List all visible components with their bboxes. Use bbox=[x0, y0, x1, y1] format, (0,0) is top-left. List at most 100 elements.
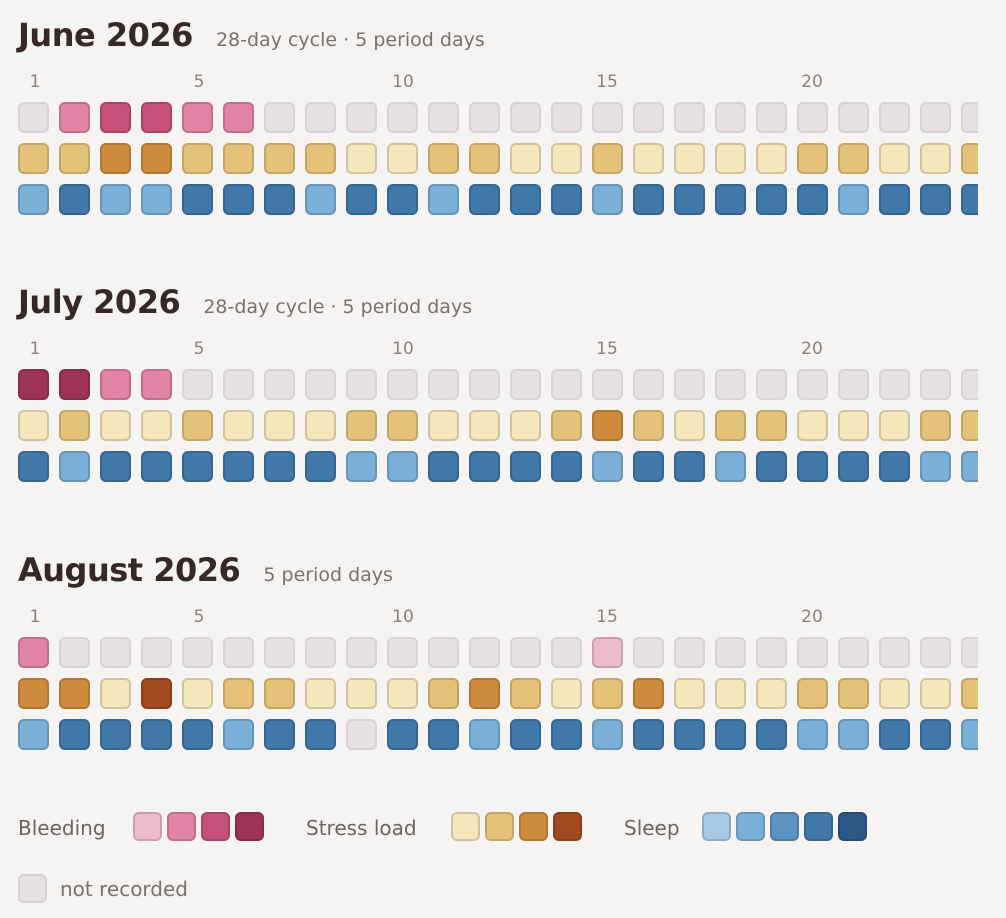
day-cell[interactable] bbox=[346, 719, 377, 750]
day-cell[interactable] bbox=[961, 637, 978, 668]
day-cell[interactable] bbox=[715, 678, 746, 709]
day-cell[interactable] bbox=[305, 451, 336, 482]
day-cell[interactable] bbox=[633, 369, 664, 400]
day-cell[interactable] bbox=[510, 451, 541, 482]
day-cell[interactable] bbox=[18, 184, 49, 215]
day-cell[interactable] bbox=[920, 719, 951, 750]
day-cell[interactable] bbox=[879, 184, 910, 215]
day-cell[interactable] bbox=[59, 719, 90, 750]
day-cell[interactable] bbox=[223, 719, 254, 750]
day-cell[interactable] bbox=[264, 637, 295, 668]
day-cell[interactable] bbox=[141, 451, 172, 482]
day-cell[interactable] bbox=[797, 184, 828, 215]
day-cell[interactable] bbox=[469, 637, 500, 668]
day-cell[interactable] bbox=[510, 410, 541, 441]
day-cell[interactable] bbox=[838, 102, 869, 133]
day-cell[interactable] bbox=[182, 184, 213, 215]
day-cell[interactable] bbox=[223, 451, 254, 482]
day-cell[interactable] bbox=[551, 637, 582, 668]
day-cell[interactable] bbox=[633, 102, 664, 133]
day-cell[interactable] bbox=[592, 143, 623, 174]
day-cell[interactable] bbox=[346, 143, 377, 174]
day-cell[interactable] bbox=[223, 410, 254, 441]
day-cell[interactable] bbox=[797, 719, 828, 750]
day-cell[interactable] bbox=[141, 678, 172, 709]
day-cell[interactable] bbox=[428, 102, 459, 133]
day-cell[interactable] bbox=[18, 369, 49, 400]
day-cell[interactable] bbox=[387, 410, 418, 441]
day-cell[interactable] bbox=[469, 678, 500, 709]
day-cell[interactable] bbox=[428, 184, 459, 215]
day-cell[interactable] bbox=[141, 369, 172, 400]
day-cell[interactable] bbox=[961, 451, 978, 482]
day-cell[interactable] bbox=[182, 143, 213, 174]
day-cell[interactable] bbox=[756, 719, 787, 750]
day-cell[interactable] bbox=[59, 102, 90, 133]
day-cell[interactable] bbox=[223, 143, 254, 174]
day-cell[interactable] bbox=[715, 369, 746, 400]
day-cell[interactable] bbox=[510, 102, 541, 133]
day-cell[interactable] bbox=[674, 637, 705, 668]
day-cell[interactable] bbox=[920, 184, 951, 215]
day-cell[interactable] bbox=[346, 369, 377, 400]
day-cell[interactable] bbox=[346, 451, 377, 482]
day-cell[interactable] bbox=[961, 102, 978, 133]
day-cell[interactable] bbox=[879, 143, 910, 174]
day-cell[interactable] bbox=[715, 410, 746, 441]
day-cell[interactable] bbox=[879, 102, 910, 133]
day-cell[interactable] bbox=[633, 451, 664, 482]
day-cell[interactable] bbox=[469, 410, 500, 441]
day-cell[interactable] bbox=[633, 678, 664, 709]
day-cell[interactable] bbox=[223, 369, 254, 400]
day-cell[interactable] bbox=[920, 369, 951, 400]
day-cell[interactable] bbox=[428, 719, 459, 750]
day-cell[interactable] bbox=[305, 678, 336, 709]
day-cell[interactable] bbox=[428, 143, 459, 174]
day-cell[interactable] bbox=[797, 451, 828, 482]
day-cell[interactable] bbox=[346, 678, 377, 709]
day-cell[interactable] bbox=[674, 184, 705, 215]
day-cell[interactable] bbox=[551, 410, 582, 441]
day-cell[interactable] bbox=[305, 410, 336, 441]
day-cell[interactable] bbox=[223, 678, 254, 709]
day-cell[interactable] bbox=[510, 637, 541, 668]
day-cell[interactable] bbox=[18, 719, 49, 750]
day-cell[interactable] bbox=[838, 637, 869, 668]
day-cell[interactable] bbox=[756, 451, 787, 482]
day-cell[interactable] bbox=[592, 184, 623, 215]
day-cell[interactable] bbox=[264, 102, 295, 133]
day-cell[interactable] bbox=[715, 637, 746, 668]
day-cell[interactable] bbox=[879, 410, 910, 441]
day-cell[interactable] bbox=[100, 184, 131, 215]
day-cell[interactable] bbox=[551, 678, 582, 709]
day-cell[interactable] bbox=[387, 637, 418, 668]
day-cell[interactable] bbox=[961, 719, 978, 750]
day-cell[interactable] bbox=[100, 369, 131, 400]
day-cell[interactable] bbox=[920, 451, 951, 482]
day-cell[interactable] bbox=[797, 410, 828, 441]
day-cell[interactable] bbox=[756, 637, 787, 668]
day-cell[interactable] bbox=[469, 184, 500, 215]
day-cell[interactable] bbox=[141, 102, 172, 133]
day-cell[interactable] bbox=[592, 451, 623, 482]
day-cell[interactable] bbox=[182, 102, 213, 133]
day-cell[interactable] bbox=[674, 143, 705, 174]
day-cell[interactable] bbox=[797, 143, 828, 174]
day-cell[interactable] bbox=[59, 451, 90, 482]
day-cell[interactable] bbox=[838, 451, 869, 482]
day-cell[interactable] bbox=[961, 410, 978, 441]
day-cell[interactable] bbox=[387, 719, 418, 750]
day-cell[interactable] bbox=[469, 143, 500, 174]
day-cell[interactable] bbox=[879, 369, 910, 400]
day-cell[interactable] bbox=[469, 369, 500, 400]
day-cell[interactable] bbox=[674, 719, 705, 750]
day-cell[interactable] bbox=[961, 369, 978, 400]
day-cell[interactable] bbox=[797, 369, 828, 400]
day-cell[interactable] bbox=[674, 102, 705, 133]
day-cell[interactable] bbox=[674, 678, 705, 709]
day-cell[interactable] bbox=[305, 719, 336, 750]
day-cell[interactable] bbox=[428, 369, 459, 400]
day-cell[interactable] bbox=[264, 719, 295, 750]
day-cell[interactable] bbox=[346, 410, 377, 441]
day-cell[interactable] bbox=[469, 451, 500, 482]
